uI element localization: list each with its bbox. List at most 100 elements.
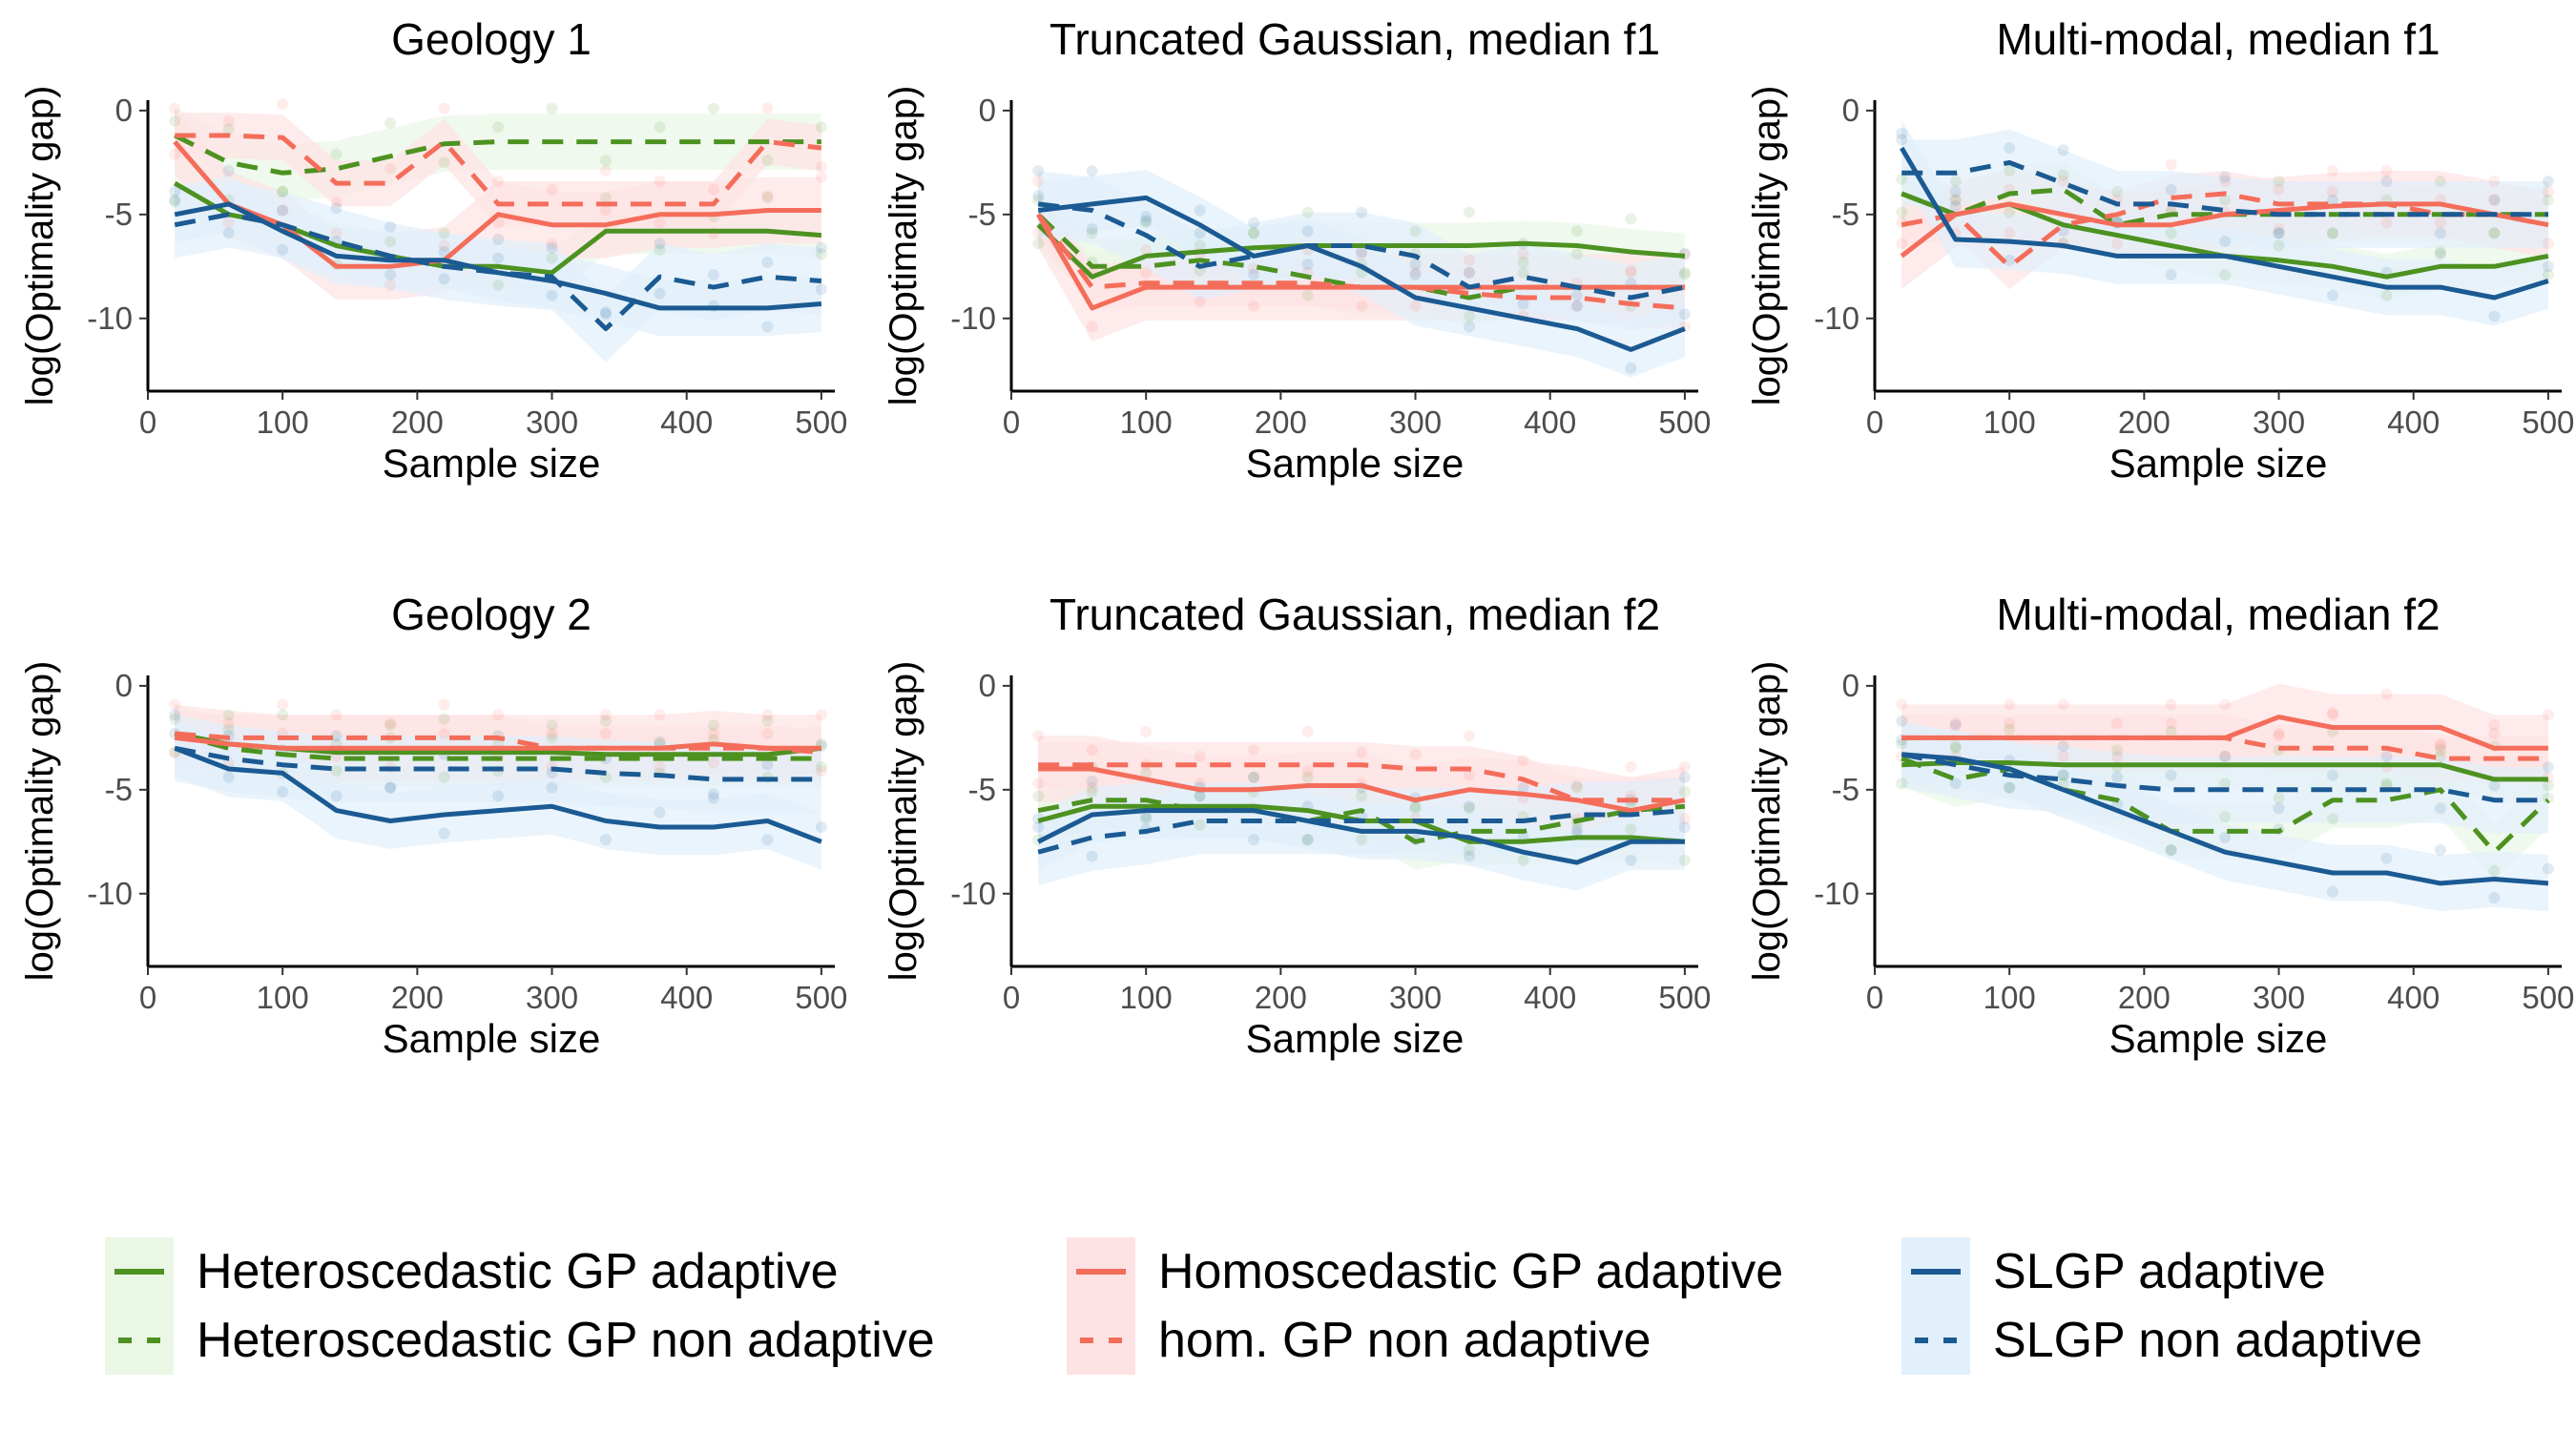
- sample-point: [2219, 751, 2232, 762]
- sample-point: [1949, 742, 1962, 755]
- sample-point: [1409, 259, 1422, 271]
- sample-point: [1140, 215, 1153, 227]
- x-tick-label: 400: [660, 980, 713, 1015]
- sample-point: [2111, 185, 2124, 197]
- series-line-1: [1036, 222, 1686, 280]
- sample-point: [761, 102, 774, 114]
- sample-point: [2111, 717, 2124, 730]
- y-tick-label: -10: [950, 876, 996, 911]
- y-tick-label: 0: [115, 668, 133, 703]
- sample-point: [546, 728, 558, 739]
- sample-point: [492, 279, 505, 291]
- series-line-4: [175, 731, 822, 756]
- sample-point: [1625, 363, 1637, 374]
- x-tick-label: 300: [1389, 404, 1442, 440]
- sample-point: [1248, 771, 1260, 783]
- chart-panel-4: Geology 2 0 100 200 300 400 500 0 -5 -10 Sample si…: [19, 590, 847, 1061]
- sample-point: [2057, 698, 2069, 711]
- sample-point: [2327, 227, 2338, 239]
- sample-point: [2434, 737, 2446, 750]
- sample-point: [2488, 194, 2501, 206]
- sample-point: [2542, 185, 2554, 197]
- sample-point: [2488, 864, 2501, 877]
- sample-point: [1678, 308, 1691, 321]
- sample-point: [1248, 227, 1260, 239]
- sample-point: [1409, 225, 1422, 238]
- sample-point: [169, 709, 181, 721]
- x-tick-label: 500: [1658, 404, 1711, 440]
- sample-point: [707, 792, 719, 804]
- series-line-5: [174, 745, 822, 844]
- sample-point: [1678, 269, 1691, 280]
- chart-title: Multi-modal, median f1: [1996, 14, 2440, 64]
- sample-point: [1086, 776, 1098, 788]
- sample-point: [1678, 854, 1691, 866]
- sample-point: [1248, 262, 1260, 275]
- sample-point: [2434, 751, 2446, 762]
- sample-point: [330, 227, 343, 239]
- chart-panel-5: Truncated Gaussian, median f2 0 100 200 300 4…: [883, 590, 1711, 1061]
- legend-item-5: SLGP adaptive: [1901, 1237, 2326, 1306]
- sample-point: [1570, 248, 1583, 260]
- sample-point: [330, 790, 343, 802]
- legend-key-background: [105, 1306, 174, 1375]
- sample-point: [1301, 225, 1314, 238]
- sample-point: [1464, 800, 1475, 813]
- sample-point: [2057, 740, 2069, 753]
- sample-point: [1570, 823, 1583, 836]
- sample-point: [1086, 321, 1098, 333]
- sample-point: [2057, 225, 2069, 238]
- sample-point: [546, 719, 558, 732]
- sample-point: [222, 217, 235, 229]
- y-tick-label: -10: [950, 301, 996, 336]
- sample-point: [1248, 834, 1260, 846]
- sample-point: [546, 252, 558, 264]
- sample-point: [438, 156, 450, 169]
- sample-point: [2434, 246, 2446, 258]
- sample-point: [1140, 217, 1153, 229]
- x-axis-label: Sample size: [383, 1016, 601, 1061]
- sample-point: [1949, 740, 1962, 753]
- sample-point: [1301, 834, 1314, 846]
- sample-point: [2111, 238, 2124, 250]
- sample-point: [169, 148, 181, 160]
- sample-point: [2434, 802, 2446, 815]
- series-line-5: [174, 201, 822, 311]
- sample-point: [1896, 238, 1908, 250]
- sample-point: [1301, 834, 1314, 846]
- sample-point: [2488, 892, 2501, 904]
- sample-point: [2542, 779, 2554, 792]
- sample-point: [2004, 206, 2016, 218]
- sample-point: [2380, 165, 2393, 177]
- legend-item-3: Homoscedastic GP adaptive: [1067, 1237, 1783, 1306]
- x-tick-label: 0: [1003, 980, 1020, 1015]
- series-line-5: [1901, 752, 2549, 886]
- sample-point: [600, 834, 612, 846]
- sample-point: [1896, 737, 1908, 750]
- sample-point: [2488, 728, 2501, 739]
- sample-point: [1140, 813, 1153, 825]
- sample-point: [2219, 171, 2232, 183]
- sample-point: [2165, 269, 2177, 280]
- sample-point: [330, 202, 343, 215]
- sample-point: [438, 771, 450, 783]
- sample-point: [1949, 194, 1962, 206]
- sample-point: [438, 273, 450, 285]
- sample-point: [546, 732, 558, 744]
- sample-point: [1678, 760, 1691, 773]
- sample-point: [2219, 831, 2232, 843]
- sample-point: [2111, 744, 2124, 757]
- sample-point: [2327, 194, 2338, 206]
- sample-point: [815, 171, 827, 183]
- sample-point: [2165, 725, 2177, 737]
- sample-point: [2434, 227, 2446, 239]
- sample-point: [222, 723, 235, 736]
- sample-point: [1194, 296, 1206, 308]
- sample-point: [2327, 707, 2338, 719]
- legend-key-background: [1067, 1306, 1135, 1375]
- chart-panel-6: Multi-modal, median f2 0 100 200 300 400 500 0 -…: [1746, 590, 2574, 1061]
- sample-point: [492, 121, 505, 134]
- sample-point: [1140, 243, 1153, 256]
- sample-point: [1194, 751, 1206, 762]
- sample-point: [330, 730, 343, 742]
